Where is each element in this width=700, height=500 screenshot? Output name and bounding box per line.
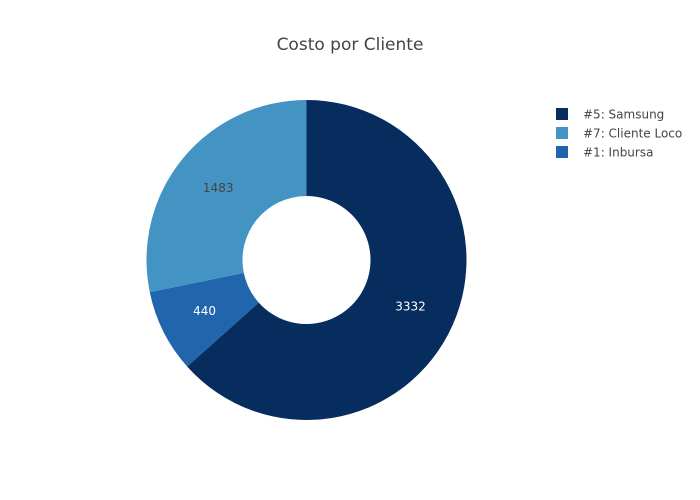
slice-7-cliente-loco[interactable] [146, 100, 307, 293]
legend-label: #7: Cliente Loco [583, 127, 682, 141]
legend-label: #5: Samsung [583, 108, 664, 122]
legend-swatch [556, 146, 568, 158]
legend-item-1-inbursa[interactable]: #1: Inbursa [556, 146, 653, 160]
slice-group [146, 100, 467, 421]
legend-swatch [556, 108, 568, 120]
legend-label: #1: Inbursa [583, 146, 653, 160]
slice-value-label: 3332 [395, 300, 426, 314]
slice-5-samsung[interactable] [187, 100, 467, 421]
legend-item-7-cliente-loco[interactable]: #7: Cliente Loco [556, 127, 682, 141]
legend-swatch [556, 127, 568, 139]
slice-1-inbursa[interactable] [149, 272, 259, 367]
legend: #5: Samsung #7: Cliente Loco #1: Inbursa [556, 108, 682, 160]
slice-value-label: 1483 [203, 181, 234, 195]
legend-item-5-samsung[interactable]: #5: Samsung [556, 108, 664, 122]
slice-value-label: 440 [193, 304, 216, 318]
chart-title: Costo por Cliente [277, 35, 424, 55]
slice-label-group: 3332 440 1483 [193, 181, 426, 318]
